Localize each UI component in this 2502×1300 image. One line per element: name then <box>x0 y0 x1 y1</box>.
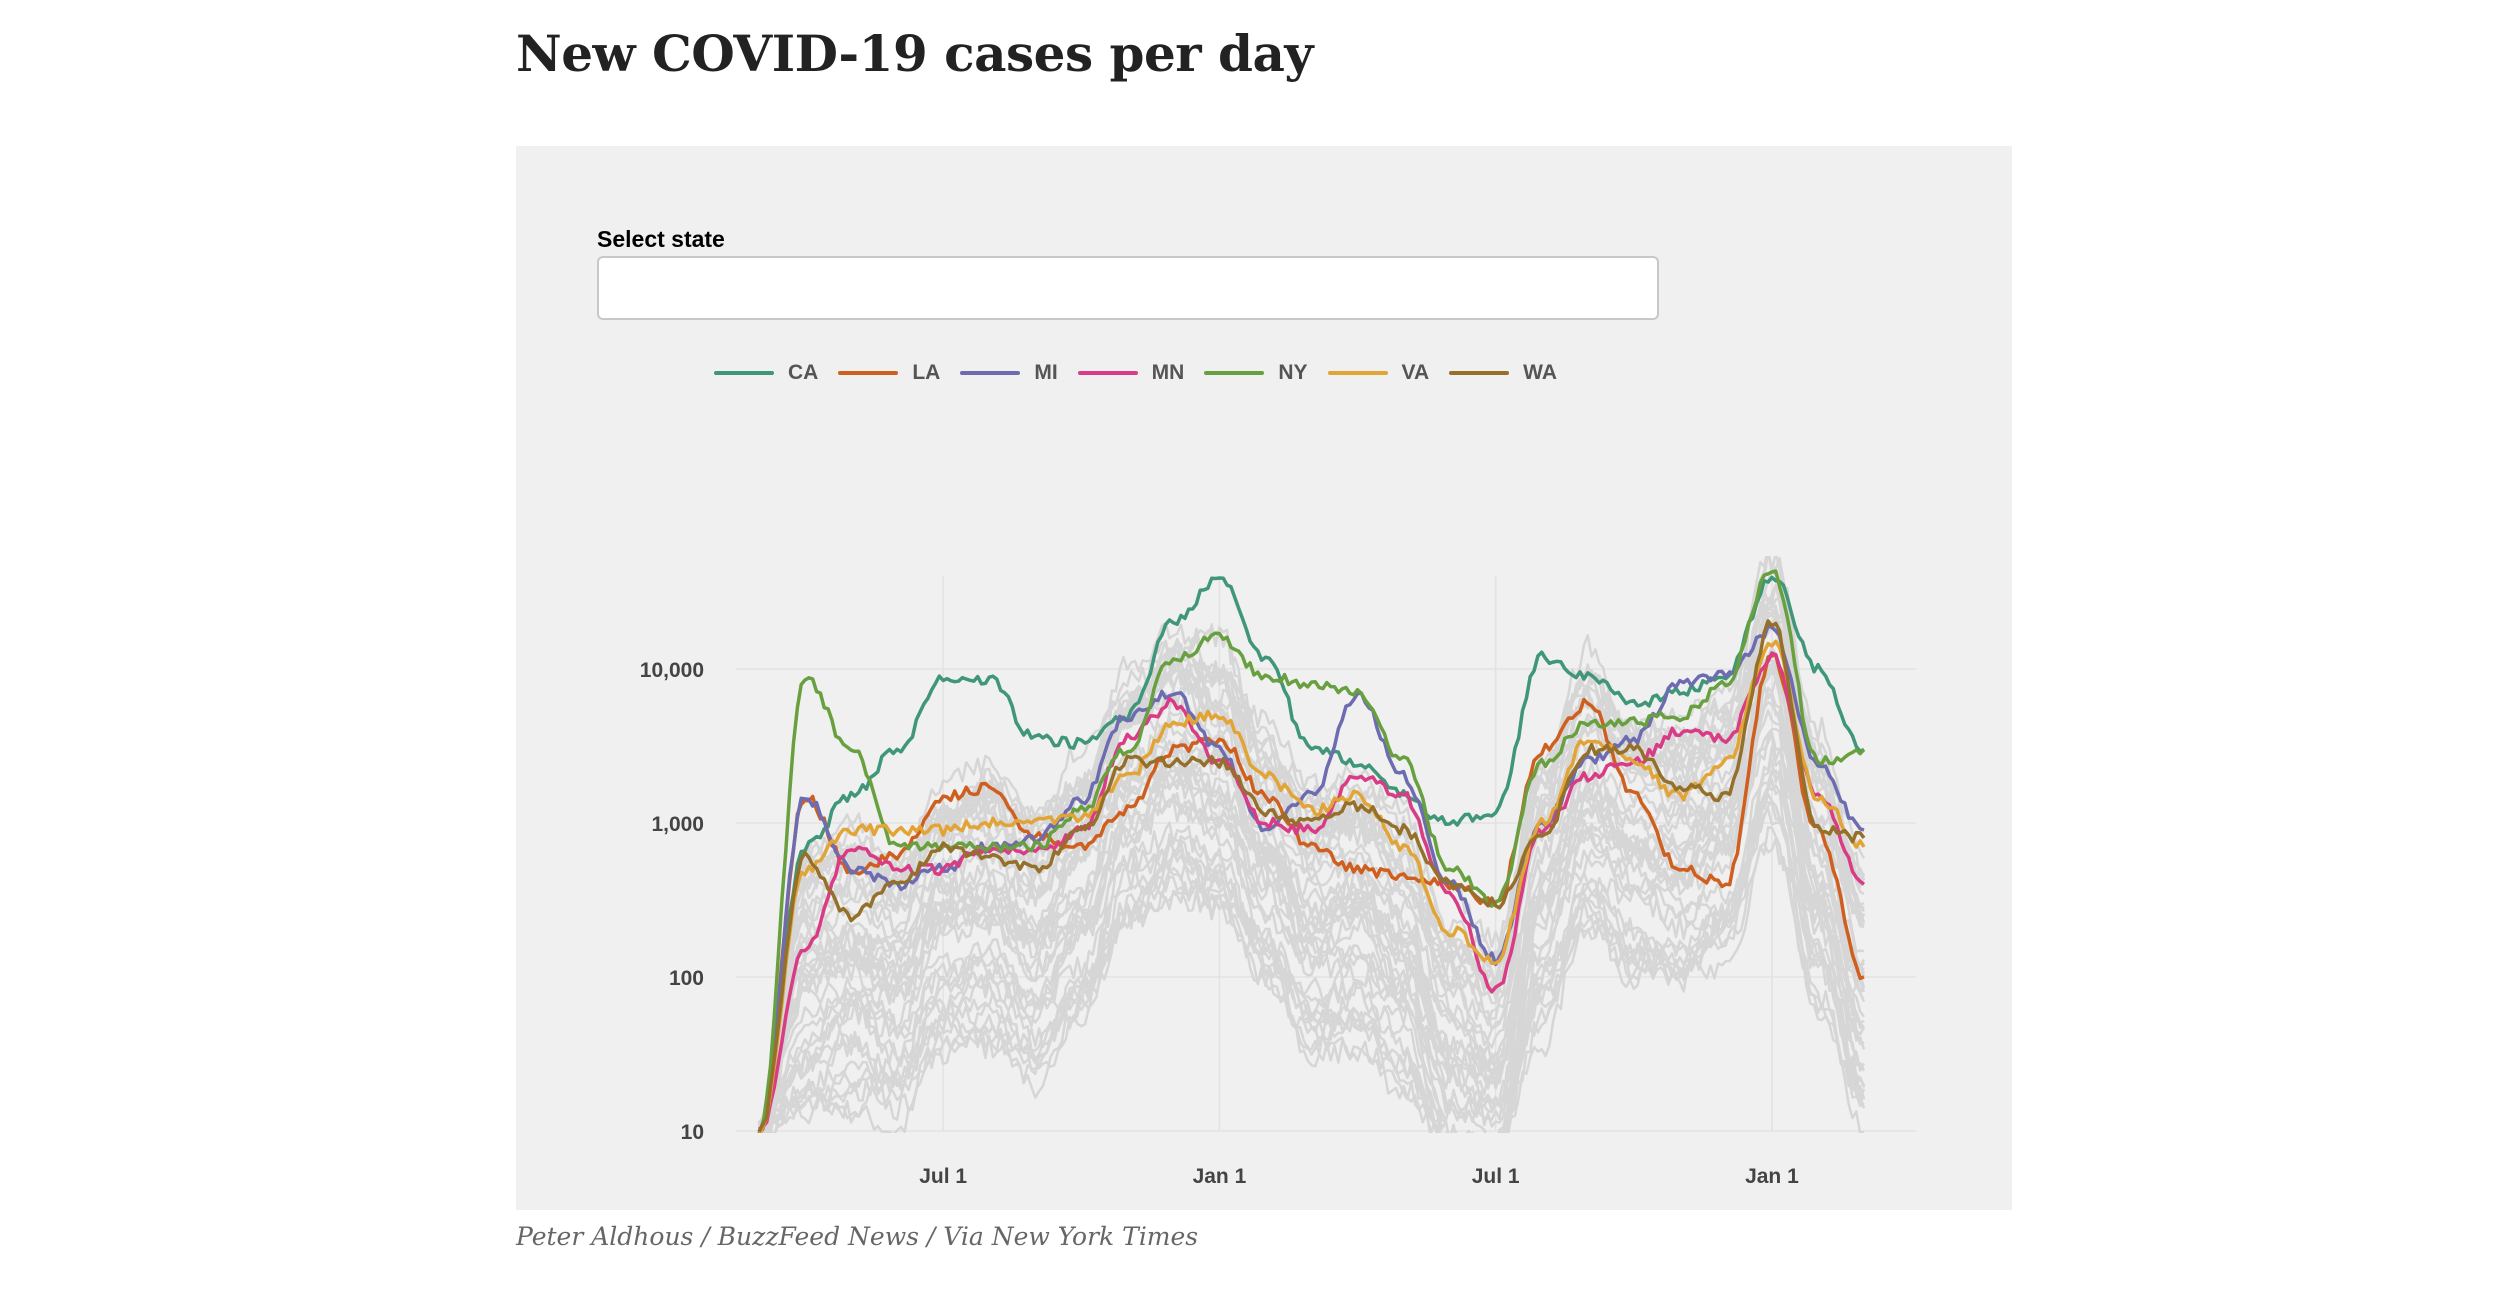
background-state-line <box>758 800 1866 1133</box>
background-state-line <box>763 778 1865 1133</box>
page-title: New COVID-19 cases per day <box>516 24 1313 83</box>
select-state-label: Select state <box>597 226 725 252</box>
background-state-line <box>758 625 1865 1133</box>
y-tick-label: 1,000 <box>651 813 704 836</box>
legend-swatch <box>1449 371 1510 375</box>
legend-item-mn[interactable]: MN <box>1077 361 1185 385</box>
background-state-line <box>759 798 1866 1133</box>
y-tick-label: 100 <box>669 967 704 990</box>
background-state-line <box>758 807 1866 1133</box>
background-state-line <box>758 583 1866 1125</box>
y-tick-label: 10,000 <box>640 659 704 682</box>
background-state-line <box>757 700 1866 1133</box>
y-tick-label: 10 <box>681 1121 704 1144</box>
legend-item-mi[interactable]: MI <box>960 361 1058 385</box>
x-tick-label: Jan 1 <box>1193 1165 1247 1188</box>
legend-swatch <box>1204 371 1265 375</box>
legend-label: NY <box>1278 361 1308 384</box>
x-tick-label: Jan 1 <box>1745 1165 1799 1188</box>
cases-line-chart: 10 100 1,000 10,000 Jul 1 Jan 1 Jul 1 Jan 1 <box>640 556 1916 1188</box>
legend-label: LA <box>912 361 941 384</box>
legend-label: MN <box>1151 361 1185 384</box>
background-state-line <box>758 665 1866 1132</box>
legend-label: WA <box>1523 361 1557 384</box>
legend-label: VA <box>1401 361 1430 384</box>
background-state-line <box>757 826 1866 1133</box>
background-state-line <box>762 663 1865 1133</box>
background-state-line <box>758 746 1866 1133</box>
highlighted-series-group <box>757 569 1866 1135</box>
series-line-ca[interactable] <box>757 575 1865 1134</box>
legend-item-ca[interactable]: CA <box>714 361 818 385</box>
legend-item-wa[interactable]: WA <box>1449 361 1557 385</box>
background-state-line <box>762 758 1865 1133</box>
legend-swatch <box>1077 371 1138 375</box>
chart-panel: Select state 10 100 1,000 10,000 Jul 1 Jan 1 J… <box>516 146 2012 1210</box>
chart-credit: Peter Aldhous / BuzzFeed News / Via New … <box>516 1222 1199 1251</box>
background-state-line <box>758 792 1865 1133</box>
legend-swatch <box>714 371 774 375</box>
legend-item-la[interactable]: LA <box>838 361 940 385</box>
legend-item-ny[interactable]: NY <box>1204 361 1308 385</box>
legend-label: MI <box>1034 361 1058 384</box>
legend-swatch <box>838 371 899 375</box>
legend-item-va[interactable]: VA <box>1327 361 1430 385</box>
legend-swatch <box>960 371 1021 375</box>
background-series-group <box>757 556 1866 1133</box>
background-state-line <box>757 692 1865 1133</box>
chart-legend: CA LA MI MN NY VA WA <box>714 358 1577 388</box>
series-line-wa[interactable] <box>757 619 1866 1133</box>
select-state-input[interactable] <box>597 256 1659 320</box>
series-line-la[interactable] <box>757 653 1865 1134</box>
legend-swatch <box>1327 371 1388 375</box>
series-line-mn[interactable] <box>758 651 1866 1131</box>
background-state-line <box>758 731 1865 1133</box>
background-state-line <box>757 658 1866 1133</box>
background-state-line <box>758 709 1865 1133</box>
background-state-line <box>758 605 1866 1133</box>
x-tick-label: Jul 1 <box>919 1165 967 1188</box>
x-tick-label: Jul 1 <box>1472 1165 1520 1188</box>
series-line-va[interactable] <box>758 639 1866 1135</box>
background-state-line <box>759 686 1865 1133</box>
legend-label: CA <box>788 361 819 384</box>
